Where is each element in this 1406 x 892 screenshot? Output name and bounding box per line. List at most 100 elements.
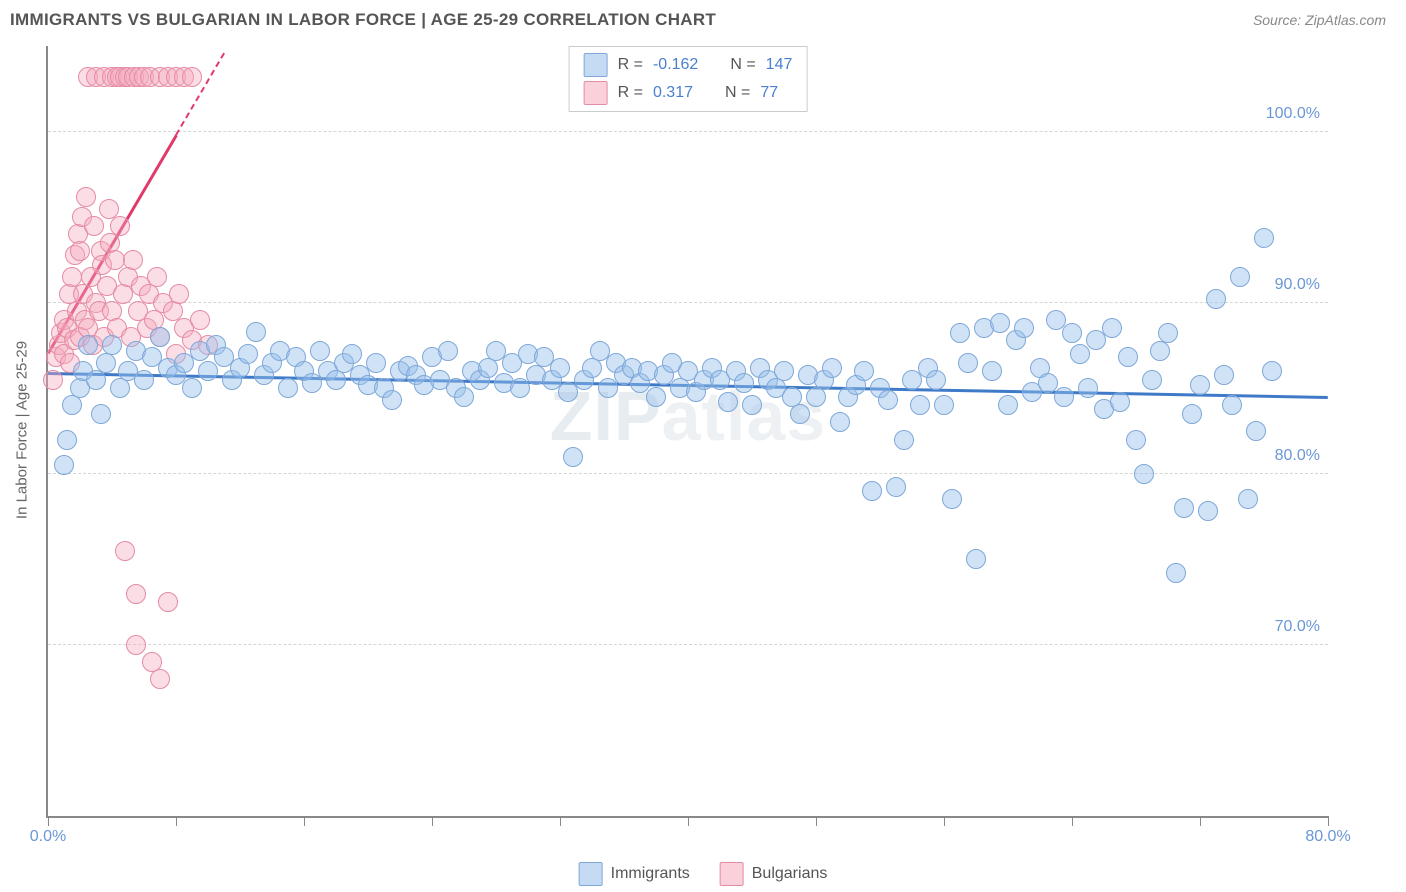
legend-item-immigrants: Immigrants bbox=[579, 862, 690, 886]
data-point-immigrants bbox=[1262, 361, 1282, 381]
legend-n-label: N = bbox=[725, 84, 750, 102]
data-point-bulgarians bbox=[43, 370, 63, 390]
legend-r-value: 0.317 bbox=[653, 84, 693, 102]
y-tick-label: 90.0% bbox=[1275, 276, 1320, 294]
data-point-bulgarians bbox=[123, 250, 143, 270]
data-point-bulgarians bbox=[182, 67, 202, 87]
data-point-immigrants bbox=[1054, 387, 1074, 407]
data-point-immigrants bbox=[382, 390, 402, 410]
x-tick-mark bbox=[48, 816, 49, 826]
data-point-immigrants bbox=[734, 373, 754, 393]
data-point-immigrants bbox=[238, 344, 258, 364]
data-point-immigrants bbox=[982, 361, 1002, 381]
data-point-immigrants bbox=[366, 353, 386, 373]
x-tick-mark bbox=[1072, 816, 1073, 826]
data-point-immigrants bbox=[510, 378, 530, 398]
x-tick-label: 0.0% bbox=[30, 828, 66, 846]
data-point-bulgarians bbox=[84, 216, 104, 236]
data-point-immigrants bbox=[150, 327, 170, 347]
legend-top: R =-0.162N =147R = 0.317N = 77 bbox=[569, 46, 808, 112]
data-point-immigrants bbox=[910, 395, 930, 415]
data-point-immigrants bbox=[1158, 323, 1178, 343]
data-point-immigrants bbox=[950, 323, 970, 343]
data-point-immigrants bbox=[934, 395, 954, 415]
x-tick-mark bbox=[304, 816, 305, 826]
data-point-immigrants bbox=[998, 395, 1018, 415]
data-point-immigrants bbox=[1110, 392, 1130, 412]
swatch-icon bbox=[584, 53, 608, 77]
data-point-immigrants bbox=[1078, 378, 1098, 398]
data-point-immigrants bbox=[774, 361, 794, 381]
data-point-immigrants bbox=[830, 412, 850, 432]
data-point-immigrants bbox=[1182, 404, 1202, 424]
data-point-immigrants bbox=[582, 358, 602, 378]
data-point-immigrants bbox=[278, 378, 298, 398]
data-point-immigrants bbox=[646, 387, 666, 407]
swatch-icon bbox=[720, 862, 744, 886]
data-point-immigrants bbox=[198, 361, 218, 381]
legend-item-bulgarians: Bulgarians bbox=[720, 862, 828, 886]
data-point-immigrants bbox=[54, 455, 74, 475]
data-point-immigrants bbox=[1230, 267, 1250, 287]
data-point-immigrants bbox=[78, 335, 98, 355]
data-point-immigrants bbox=[1222, 395, 1242, 415]
data-point-immigrants bbox=[854, 361, 874, 381]
y-tick-label: 70.0% bbox=[1275, 618, 1320, 636]
data-point-immigrants bbox=[1198, 501, 1218, 521]
data-point-immigrants bbox=[966, 549, 986, 569]
data-point-immigrants bbox=[1206, 289, 1226, 309]
data-point-bulgarians bbox=[126, 584, 146, 604]
data-point-immigrants bbox=[790, 404, 810, 424]
data-point-immigrants bbox=[822, 358, 842, 378]
data-point-immigrants bbox=[958, 353, 978, 373]
scatter-chart: ZIPatlas 70.0%80.0%90.0%100.0%0.0%80.0%R… bbox=[46, 46, 1328, 818]
data-point-immigrants bbox=[862, 481, 882, 501]
chart-source: Source: ZipAtlas.com bbox=[1253, 12, 1386, 28]
legend-row: R = 0.317N = 77 bbox=[584, 79, 793, 107]
data-point-bulgarians bbox=[70, 241, 90, 261]
data-point-immigrants bbox=[1214, 365, 1234, 385]
data-point-immigrants bbox=[886, 477, 906, 497]
legend-bottom: Immigrants Bulgarians bbox=[579, 862, 828, 886]
data-point-immigrants bbox=[96, 353, 116, 373]
legend-n-label: N = bbox=[730, 56, 755, 74]
legend-r-label: R = bbox=[618, 84, 643, 102]
data-point-immigrants bbox=[1238, 489, 1258, 509]
data-point-immigrants bbox=[1190, 375, 1210, 395]
data-point-immigrants bbox=[110, 378, 130, 398]
data-point-immigrants bbox=[57, 430, 77, 450]
data-point-immigrants bbox=[1014, 318, 1034, 338]
data-point-immigrants bbox=[326, 370, 346, 390]
data-point-bulgarians bbox=[110, 216, 130, 236]
gridline bbox=[48, 302, 1328, 303]
regression-line-dashed bbox=[175, 53, 225, 136]
x-tick-mark bbox=[432, 816, 433, 826]
y-axis-label: In Labor Force | Age 25-29 bbox=[14, 341, 31, 519]
data-point-bulgarians bbox=[169, 284, 189, 304]
data-point-immigrants bbox=[1102, 318, 1122, 338]
data-point-immigrants bbox=[563, 447, 583, 467]
data-point-immigrants bbox=[1174, 498, 1194, 518]
data-point-immigrants bbox=[246, 322, 266, 342]
chart-header: IMMIGRANTS VS BULGARIAN IN LABOR FORCE |… bbox=[0, 0, 1406, 40]
data-point-immigrants bbox=[91, 404, 111, 424]
x-tick-mark bbox=[688, 816, 689, 826]
data-point-immigrants bbox=[1126, 430, 1146, 450]
data-point-immigrants bbox=[1134, 464, 1154, 484]
data-point-immigrants bbox=[878, 390, 898, 410]
legend-label: Immigrants bbox=[611, 865, 690, 883]
data-point-immigrants bbox=[86, 370, 106, 390]
data-point-immigrants bbox=[102, 335, 122, 355]
data-point-immigrants bbox=[806, 387, 826, 407]
swatch-icon bbox=[579, 862, 603, 886]
data-point-immigrants bbox=[1254, 228, 1274, 248]
legend-label: Bulgarians bbox=[752, 865, 828, 883]
data-point-bulgarians bbox=[147, 267, 167, 287]
data-point-bulgarians bbox=[115, 541, 135, 561]
gridline bbox=[48, 644, 1328, 645]
legend-n-value: 147 bbox=[766, 56, 793, 74]
data-point-immigrants bbox=[1150, 341, 1170, 361]
data-point-immigrants bbox=[1070, 344, 1090, 364]
data-point-immigrants bbox=[990, 313, 1010, 333]
legend-row: R =-0.162N =147 bbox=[584, 51, 793, 79]
